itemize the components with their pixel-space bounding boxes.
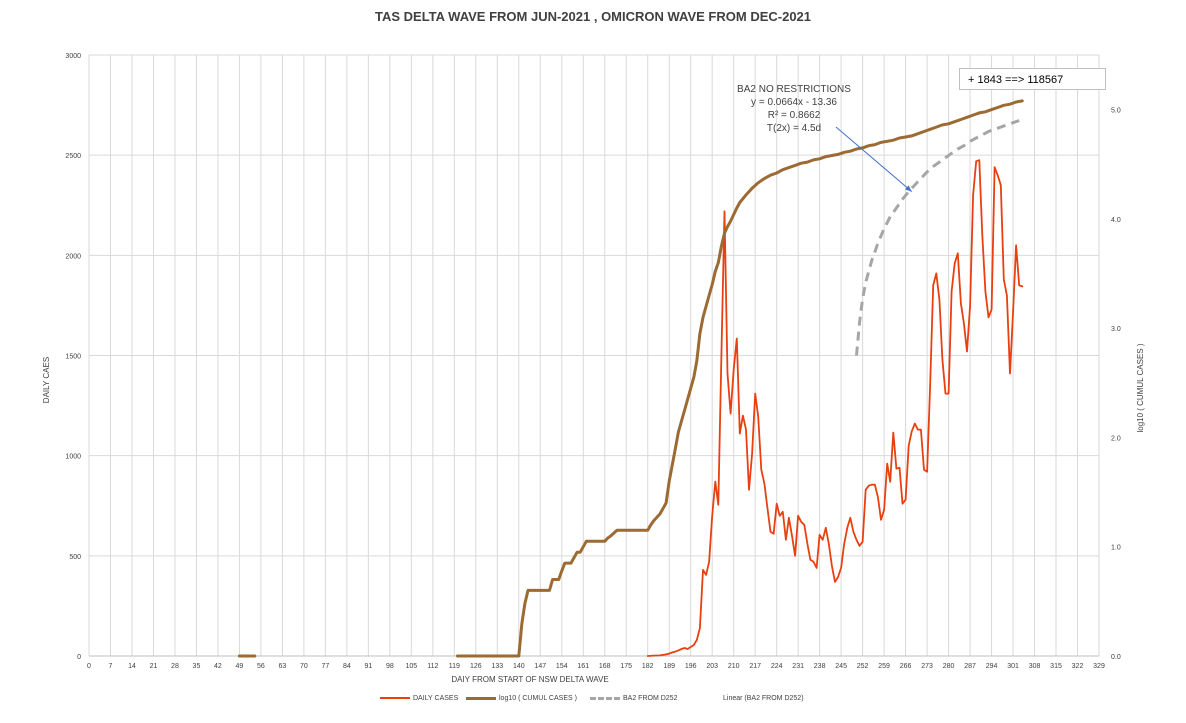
grid-lines (88, 54, 1100, 657)
x-tick-label: 210 (728, 663, 740, 670)
x-tick-label: 112 (427, 663, 438, 670)
x-tick-label: 63 (279, 663, 287, 670)
x-tick-label: 154 (556, 663, 568, 670)
y2-axis-label: log10 ( CUMUL CASES ) (1136, 343, 1145, 432)
x-axis-label: DAIY FROM START OF NSW DELTA WAVE (451, 675, 608, 684)
x-axis-ticks: 0 7 14 21 28 35 42 49 56 63 70 77 84 91 98 105 112 119 126… (87, 663, 1105, 670)
x-tick-label: 224 (771, 663, 783, 670)
y2-tick-label: 1.0 (1111, 545, 1121, 552)
x-tick-label: 56 (257, 663, 265, 670)
x-tick-label: 42 (214, 663, 222, 670)
y-tick-label: 3000 (65, 53, 81, 60)
y-tick-label: 2000 (65, 253, 81, 260)
x-tick-label: 161 (577, 663, 589, 670)
x-tick-label: 49 (236, 663, 244, 670)
x-tick-label: 308 (1029, 663, 1041, 670)
x-tick-label: 196 (685, 663, 697, 670)
x-tick-label: 0 (87, 663, 91, 670)
x-tick-label: 98 (386, 663, 394, 670)
x-tick-label: 168 (599, 663, 611, 670)
x-tick-label: 266 (900, 663, 912, 670)
x-tick-label: 91 (364, 663, 372, 670)
x-tick-label: 259 (878, 663, 890, 670)
annotation-arrow-line (835, 126, 913, 192)
x-tick-label: 182 (642, 663, 654, 670)
legend-item-ba2: BA2 FROM D252 (590, 692, 677, 706)
x-tick-label: 189 (663, 663, 675, 670)
chart-title: TAS DELTA WAVE FROM JUN-2021 , OMICRON W… (374, 9, 812, 24)
legend-label: Linear (BA2 FROM D252) (723, 695, 804, 702)
y-tick-label: 0 (77, 654, 81, 661)
annotation-arrow (835, 126, 913, 192)
x-tick-label: 140 (513, 663, 525, 670)
x-tick-label: 35 (193, 663, 201, 670)
x-tick-label: 301 (1007, 663, 1019, 670)
cases-callout-box: + 1843 ==> 118567 (959, 68, 1106, 90)
x-tick-label: 280 (943, 663, 955, 670)
legend-item-linear-ba2: Linear (BA2 FROM D252) (690, 692, 804, 706)
annotation-arrow-head (905, 185, 912, 192)
x-tick-label: 238 (814, 663, 826, 670)
x-tick-label: 245 (835, 663, 847, 670)
y-tick-label: 2500 (65, 153, 81, 160)
x-tick-label: 14 (128, 663, 136, 670)
y2-tick-label: 0.0 (1111, 654, 1121, 661)
x-tick-label: 329 (1093, 663, 1105, 670)
legend-swatch (380, 697, 410, 700)
x-tick-label: 126 (470, 663, 482, 670)
y-tick-label: 1000 (65, 454, 81, 461)
x-tick-label: 217 (749, 663, 761, 670)
x-tick-label: 294 (986, 663, 998, 670)
y2-tick-label: 4.0 (1111, 217, 1121, 224)
y-axis-label: DAILY CAES (42, 357, 51, 403)
x-tick-label: 28 (171, 663, 179, 670)
legend-item-log-cumul: log10 ( CUMUL CASES ) (466, 692, 577, 706)
x-tick-label: 315 (1050, 663, 1062, 670)
x-tick-label: 322 (1072, 663, 1084, 670)
y2-tick-label: 3.0 (1111, 326, 1121, 333)
y2-tick-label: 5.0 (1111, 108, 1121, 115)
y2-axis-ticks: 0.0 1.0 2.0 3.0 4.0 5.0 (1111, 108, 1121, 661)
chart-legend: DAILY CASES log10 ( CUMUL CASES ) BA2 FR… (0, 692, 1186, 708)
x-tick-label: 175 (620, 663, 632, 670)
x-tick-label: 231 (792, 663, 804, 670)
legend-swatch (590, 696, 620, 700)
y2-tick-label: 2.0 (1111, 435, 1121, 442)
x-tick-label: 7 (109, 663, 113, 670)
x-tick-label: 77 (321, 663, 329, 670)
trendline-equation: y = 0.0664x - 13.36 (751, 97, 837, 108)
legend-swatch (466, 696, 496, 700)
x-tick-label: 203 (706, 663, 718, 670)
x-tick-label: 84 (343, 663, 351, 670)
x-tick-label: 133 (491, 663, 503, 670)
x-tick-label: 105 (405, 663, 417, 670)
series-line-ba2-from-d252 (855, 119, 1020, 356)
series-layer (237, 99, 1024, 658)
legend-label: log10 ( CUMUL CASES ) (499, 695, 577, 702)
legend-label: BA2 FROM D252 (623, 695, 678, 702)
x-tick-label: 70 (300, 663, 308, 670)
series-line-log10-cumul-cases (455, 99, 1024, 658)
x-tick-label: 21 (150, 663, 158, 670)
series-line-daily-cases (646, 159, 1024, 657)
x-tick-label: 287 (964, 663, 976, 670)
x-tick-label: 119 (449, 663, 460, 670)
legend-label: DAILY CASES (413, 695, 459, 702)
trendline-doubling-time: T(2x) = 4.5d (766, 123, 822, 134)
trendline-annotation: BA2 NO RESTRICTIONS y = 0.0664x - 13.36 … (734, 83, 854, 135)
legend-item-daily-cases: DAILY CASES (380, 692, 458, 706)
trendline-r-squared: R² = 0.8662 (767, 110, 821, 121)
trendline-title: BA2 NO RESTRICTIONS (737, 84, 851, 95)
y-tick-label: 500 (69, 554, 81, 561)
y-tick-label: 1500 (65, 354, 81, 361)
x-tick-label: 273 (921, 663, 933, 670)
x-tick-label: 147 (534, 663, 546, 670)
y-axis-ticks: 0 500 1000 1500 2000 2500 3000 (65, 53, 81, 661)
x-tick-label: 252 (857, 663, 869, 670)
